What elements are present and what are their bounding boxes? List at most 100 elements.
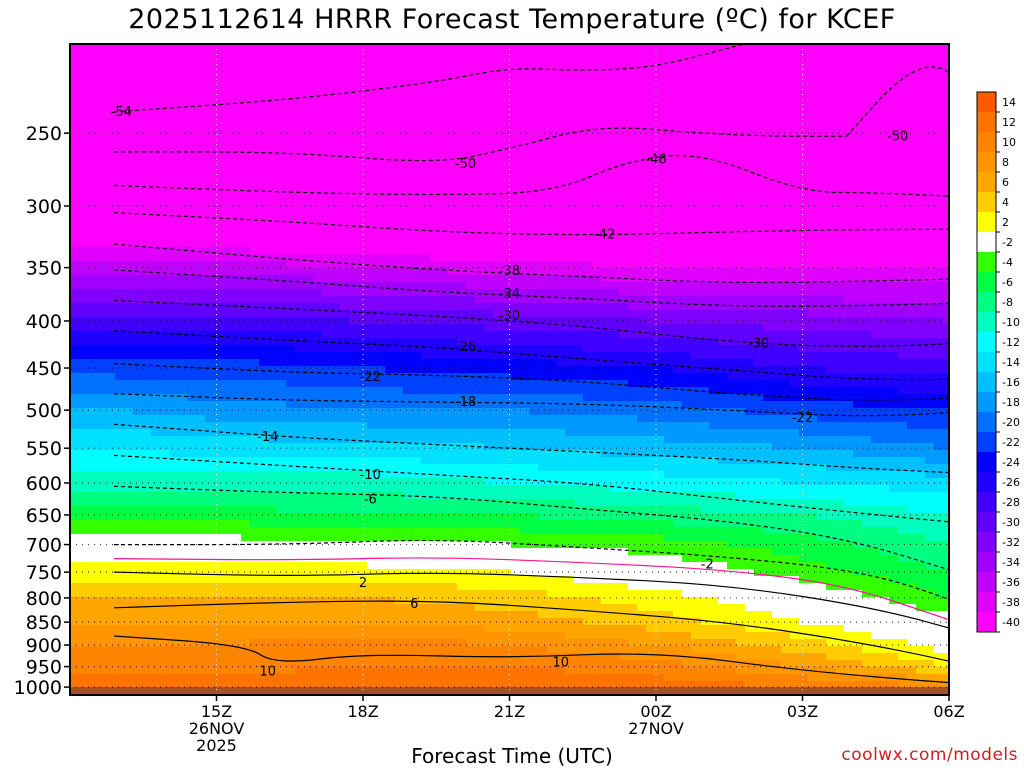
temperature-cell bbox=[223, 331, 233, 339]
temperature-cell bbox=[943, 394, 949, 402]
temperature-cell bbox=[826, 86, 836, 94]
temperature-cell bbox=[862, 72, 872, 80]
temperature-cell bbox=[340, 205, 350, 213]
temperature-cell bbox=[286, 79, 296, 87]
temperature-cell bbox=[151, 289, 161, 297]
temperature-cell bbox=[916, 366, 926, 374]
temperature-cell bbox=[637, 93, 647, 101]
temperature-cell bbox=[565, 275, 575, 283]
temperature-cell bbox=[358, 212, 368, 220]
temperature-cell bbox=[862, 380, 872, 388]
temperature-cell bbox=[745, 44, 755, 52]
temperature-cell bbox=[484, 282, 494, 290]
temperature-cell bbox=[574, 296, 584, 304]
temperature-cell bbox=[421, 149, 431, 157]
temperature-cell bbox=[223, 205, 233, 213]
temperature-cell bbox=[646, 359, 656, 367]
temperature-cell bbox=[853, 121, 863, 129]
temperature-cell bbox=[448, 170, 458, 178]
temperature-cell bbox=[286, 366, 296, 374]
temperature-cell bbox=[835, 345, 845, 353]
temperature-cell bbox=[349, 107, 359, 115]
temperature-cell bbox=[781, 338, 791, 346]
temperature-cell bbox=[736, 345, 746, 353]
temperature-cell bbox=[385, 184, 395, 192]
temperature-cell bbox=[826, 219, 836, 227]
temperature-cell bbox=[889, 303, 899, 311]
temperature-cell bbox=[214, 303, 224, 311]
temperature-cell bbox=[745, 51, 755, 59]
temperature-cell bbox=[628, 310, 638, 318]
temperature-cell bbox=[241, 268, 251, 276]
temperature-cell bbox=[304, 338, 314, 346]
temperature-cell bbox=[403, 149, 413, 157]
temperature-cell bbox=[493, 233, 503, 241]
temperature-cell bbox=[421, 359, 431, 367]
temperature-cell bbox=[502, 170, 512, 178]
temperature-cell bbox=[160, 219, 170, 227]
temperature-cell bbox=[907, 163, 917, 171]
temperature-cell bbox=[88, 359, 98, 367]
temperature-cell bbox=[808, 226, 818, 234]
temperature-cell bbox=[115, 219, 125, 227]
temperature-cell bbox=[268, 114, 278, 122]
temperature-cell bbox=[817, 79, 827, 87]
temperature-cell bbox=[502, 289, 512, 297]
temperature-cell bbox=[358, 135, 368, 143]
temperature-cell bbox=[538, 142, 548, 150]
temperature-cell bbox=[889, 163, 899, 171]
temperature-cell bbox=[79, 352, 89, 360]
temperature-cell bbox=[214, 387, 224, 395]
temperature-cell bbox=[871, 163, 881, 171]
temperature-cell bbox=[664, 198, 674, 206]
temperature-cell bbox=[754, 387, 764, 395]
temperature-cell bbox=[907, 394, 917, 402]
temperature-cell bbox=[772, 51, 782, 59]
temperature-cell bbox=[943, 121, 949, 129]
temperature-cell bbox=[403, 142, 413, 150]
temperature-cell bbox=[160, 296, 170, 304]
temperature-cell bbox=[439, 72, 449, 80]
temperature-cell bbox=[133, 352, 143, 360]
temperature-cell bbox=[511, 107, 521, 115]
temperature-cell bbox=[556, 170, 566, 178]
temperature-cell bbox=[385, 107, 395, 115]
temperature-cell bbox=[79, 324, 89, 332]
temperature-cell bbox=[691, 72, 701, 80]
temperature-cell bbox=[277, 212, 287, 220]
temperature-cell bbox=[259, 387, 269, 395]
temperature-cell bbox=[304, 359, 314, 367]
temperature-cell bbox=[529, 100, 539, 108]
temperature-cell bbox=[628, 114, 638, 122]
temperature-cell bbox=[565, 352, 575, 360]
temperature-cell bbox=[376, 79, 386, 87]
temperature-cell bbox=[511, 282, 521, 290]
temperature-cell bbox=[592, 261, 602, 269]
temperature-cell bbox=[763, 345, 773, 353]
temperature-cell bbox=[151, 51, 161, 59]
temperature-cell bbox=[700, 79, 710, 87]
temperature-cell bbox=[268, 331, 278, 339]
temperature-cell bbox=[628, 156, 638, 164]
temperature-cell bbox=[655, 107, 665, 115]
temperature-cell bbox=[349, 72, 359, 80]
temperature-cell bbox=[601, 233, 611, 241]
temperature-cell bbox=[322, 352, 332, 360]
temperature-cell bbox=[142, 184, 152, 192]
temperature-cell bbox=[718, 135, 728, 143]
temperature-cell bbox=[79, 380, 89, 388]
temperature-cell bbox=[313, 93, 323, 101]
temperature-cell bbox=[592, 289, 602, 297]
temperature-cell bbox=[871, 72, 881, 80]
temperature-cell bbox=[493, 268, 503, 276]
temperature-cell bbox=[241, 65, 251, 73]
temperature-cell bbox=[700, 163, 710, 171]
temperature-cell bbox=[493, 79, 503, 87]
temperature-cell bbox=[412, 198, 422, 206]
temperature-cell bbox=[745, 366, 755, 374]
temperature-cell bbox=[511, 170, 521, 178]
temperature-cell bbox=[160, 226, 170, 234]
temperature-cell bbox=[277, 324, 287, 332]
temperature-cell bbox=[889, 317, 899, 325]
temperature-cell bbox=[898, 72, 908, 80]
